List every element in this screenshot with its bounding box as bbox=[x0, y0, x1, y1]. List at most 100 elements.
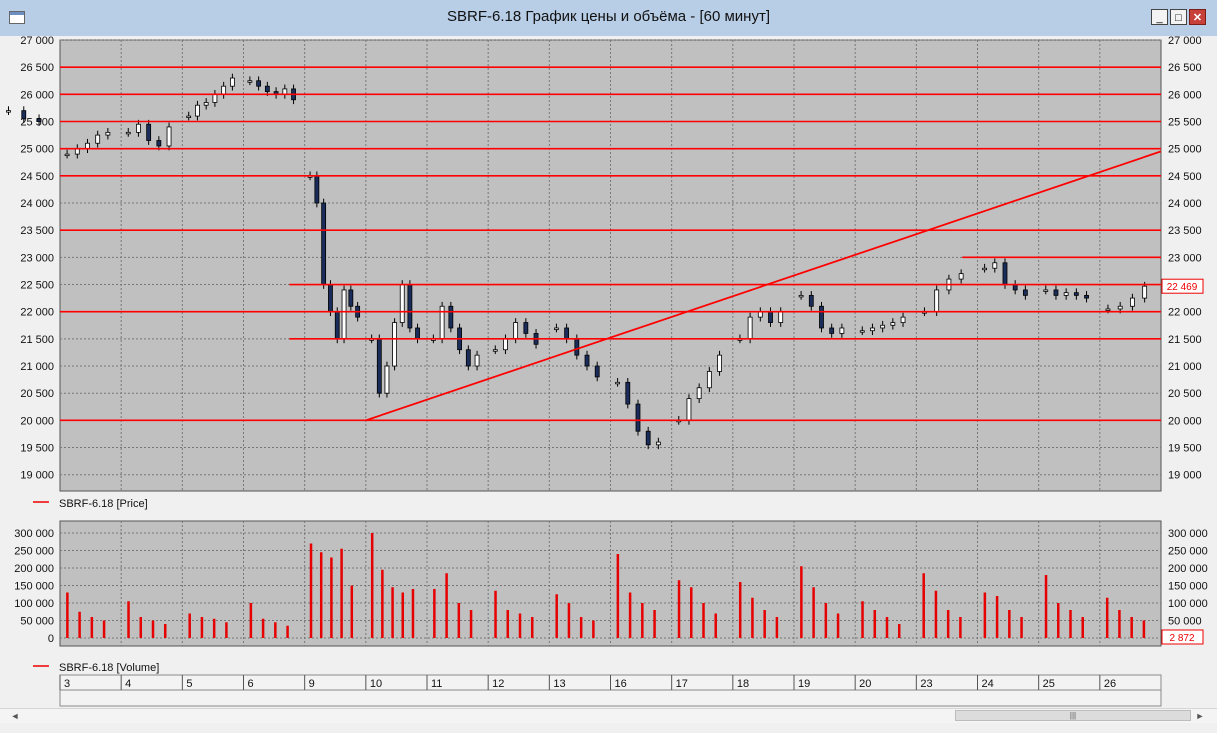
x-axis-day-label: 23 bbox=[920, 678, 932, 690]
volume-tick-label-right: 100 000 bbox=[1168, 598, 1208, 610]
volume-bar bbox=[249, 603, 253, 638]
x-axis-day-label: 3 bbox=[64, 678, 70, 690]
price-legend-label: SBRF-6.18 [Price] bbox=[59, 498, 148, 510]
volume-bar bbox=[340, 548, 343, 638]
volume-bar bbox=[494, 590, 497, 638]
volume-bar bbox=[319, 552, 323, 638]
candle-body bbox=[900, 316, 906, 323]
scroll-thumb[interactable]: ||| bbox=[955, 710, 1191, 721]
candle-body bbox=[706, 371, 712, 389]
close-button[interactable]: ✕ bbox=[1189, 9, 1206, 25]
volume-bar bbox=[1057, 603, 1060, 638]
volume-bar bbox=[1081, 617, 1084, 638]
scroll-left-arrow[interactable]: ◄ bbox=[10, 711, 20, 721]
candle-body bbox=[264, 85, 270, 93]
price-tick-label-right: 26 000 bbox=[1168, 89, 1202, 101]
price-tick-label-left: 23 000 bbox=[20, 252, 54, 264]
price-tick-label-right: 21 000 bbox=[1168, 361, 1202, 373]
price-y-axis-right: 19 000 19 500 20 000 20 500 21 000 21 500 22 0… bbox=[1161, 36, 1204, 482]
candle-body bbox=[465, 349, 471, 367]
candle-body bbox=[282, 88, 288, 95]
candle-body bbox=[348, 289, 354, 307]
price-y-axis-left: 19 000 19 500 20 000 20 500 21 000 21 500 22 0… bbox=[20, 36, 54, 482]
candle-body bbox=[890, 322, 896, 326]
volume-bar bbox=[567, 603, 571, 638]
volume-bar bbox=[885, 617, 889, 638]
price-tick-label-left: 24 500 bbox=[20, 171, 54, 183]
price-tick-label-right: 23 000 bbox=[1168, 252, 1202, 264]
chart-area[interactable]: 19 000 19 500 20 000 20 500 21 000 21 500 22 0… bbox=[0, 36, 1217, 708]
volume-bar bbox=[78, 611, 81, 638]
volume-y-axis-left: 0 50 000 100 000 150 000 200 000 250 000 300 0… bbox=[14, 528, 54, 645]
candle-body bbox=[696, 387, 702, 400]
volume-bar bbox=[457, 603, 461, 638]
price-tick-label-left: 26 000 bbox=[20, 89, 54, 101]
candle-body bbox=[448, 305, 454, 329]
price-tick-label-left: 22 000 bbox=[20, 307, 54, 319]
window-icon[interactable] bbox=[9, 11, 25, 24]
price-tick-label-right: 27 000 bbox=[1168, 36, 1202, 47]
candle-body bbox=[212, 93, 218, 103]
volume-grid bbox=[60, 521, 1161, 646]
volume-bar bbox=[381, 569, 384, 638]
volume-tick-label-left: 150 000 bbox=[14, 581, 54, 593]
candle-body bbox=[992, 262, 998, 269]
candle-body bbox=[334, 311, 340, 340]
price-tick-label-left: 26 500 bbox=[20, 62, 54, 74]
x-axis-day-label: 6 bbox=[248, 678, 254, 690]
candle-body bbox=[594, 365, 600, 378]
x-axis-day-label: 25 bbox=[1043, 678, 1055, 690]
candle-body bbox=[655, 441, 661, 446]
volume-bar bbox=[555, 594, 558, 638]
volume-bar bbox=[702, 603, 705, 638]
volume-bar bbox=[690, 587, 693, 638]
volume-bar bbox=[1105, 597, 1109, 638]
volume-bar bbox=[592, 620, 595, 638]
candle-body bbox=[1105, 308, 1111, 311]
candle-body bbox=[513, 322, 519, 340]
candle-body bbox=[1022, 289, 1028, 296]
price-tick-label-right: 26 500 bbox=[1168, 62, 1202, 74]
horizontal-scrollbar[interactable]: ◄ ||| ► bbox=[0, 708, 1217, 723]
volume-bar bbox=[506, 610, 510, 638]
volume-bar bbox=[127, 601, 130, 638]
price-tick-label-left: 19 500 bbox=[20, 443, 54, 455]
minimize-button[interactable]: _ bbox=[1151, 9, 1168, 25]
candle-body bbox=[1084, 294, 1089, 299]
volume-bar bbox=[212, 618, 216, 638]
price-tick-label-right: 19 500 bbox=[1168, 443, 1202, 455]
price-tick-label-left: 19 000 bbox=[20, 470, 54, 482]
volume-bar bbox=[469, 610, 473, 638]
candle-body bbox=[407, 284, 413, 329]
candle-body bbox=[958, 273, 964, 280]
candle-body bbox=[195, 104, 200, 117]
candle-body bbox=[808, 294, 814, 307]
window-titlebar[interactable]: SBRF-6.18 График цены и объёма - [60 мин… bbox=[0, 0, 1217, 37]
candle-body bbox=[1043, 289, 1049, 292]
candle-body bbox=[870, 327, 875, 332]
candle-body bbox=[768, 311, 773, 323]
level-lines[interactable] bbox=[60, 66, 1162, 422]
volume-bar bbox=[163, 624, 167, 638]
candle-body bbox=[574, 338, 580, 356]
x-axis-day-label: 4 bbox=[125, 678, 131, 690]
volume-bar bbox=[836, 613, 840, 638]
candle-body bbox=[384, 365, 390, 394]
candle-body bbox=[474, 354, 480, 367]
candle-body bbox=[982, 267, 987, 271]
maximize-button[interactable]: □ bbox=[1170, 9, 1187, 25]
volume-bar bbox=[225, 622, 228, 638]
price-tick-label-left: 25 000 bbox=[20, 144, 54, 156]
volume-bar bbox=[1142, 620, 1146, 638]
candle-body bbox=[221, 85, 227, 95]
candle-body bbox=[146, 123, 152, 141]
candle-body bbox=[819, 305, 824, 329]
candle-body bbox=[1117, 305, 1123, 310]
volume-bar bbox=[261, 618, 265, 638]
candle-body bbox=[321, 202, 327, 285]
volume-bar bbox=[274, 622, 277, 638]
volume-last-value-label: 2 872 bbox=[1169, 633, 1194, 644]
scroll-right-arrow[interactable]: ► bbox=[1195, 711, 1205, 721]
volume-tick-label-right: 200 000 bbox=[1168, 563, 1208, 575]
volume-bar bbox=[616, 554, 620, 638]
